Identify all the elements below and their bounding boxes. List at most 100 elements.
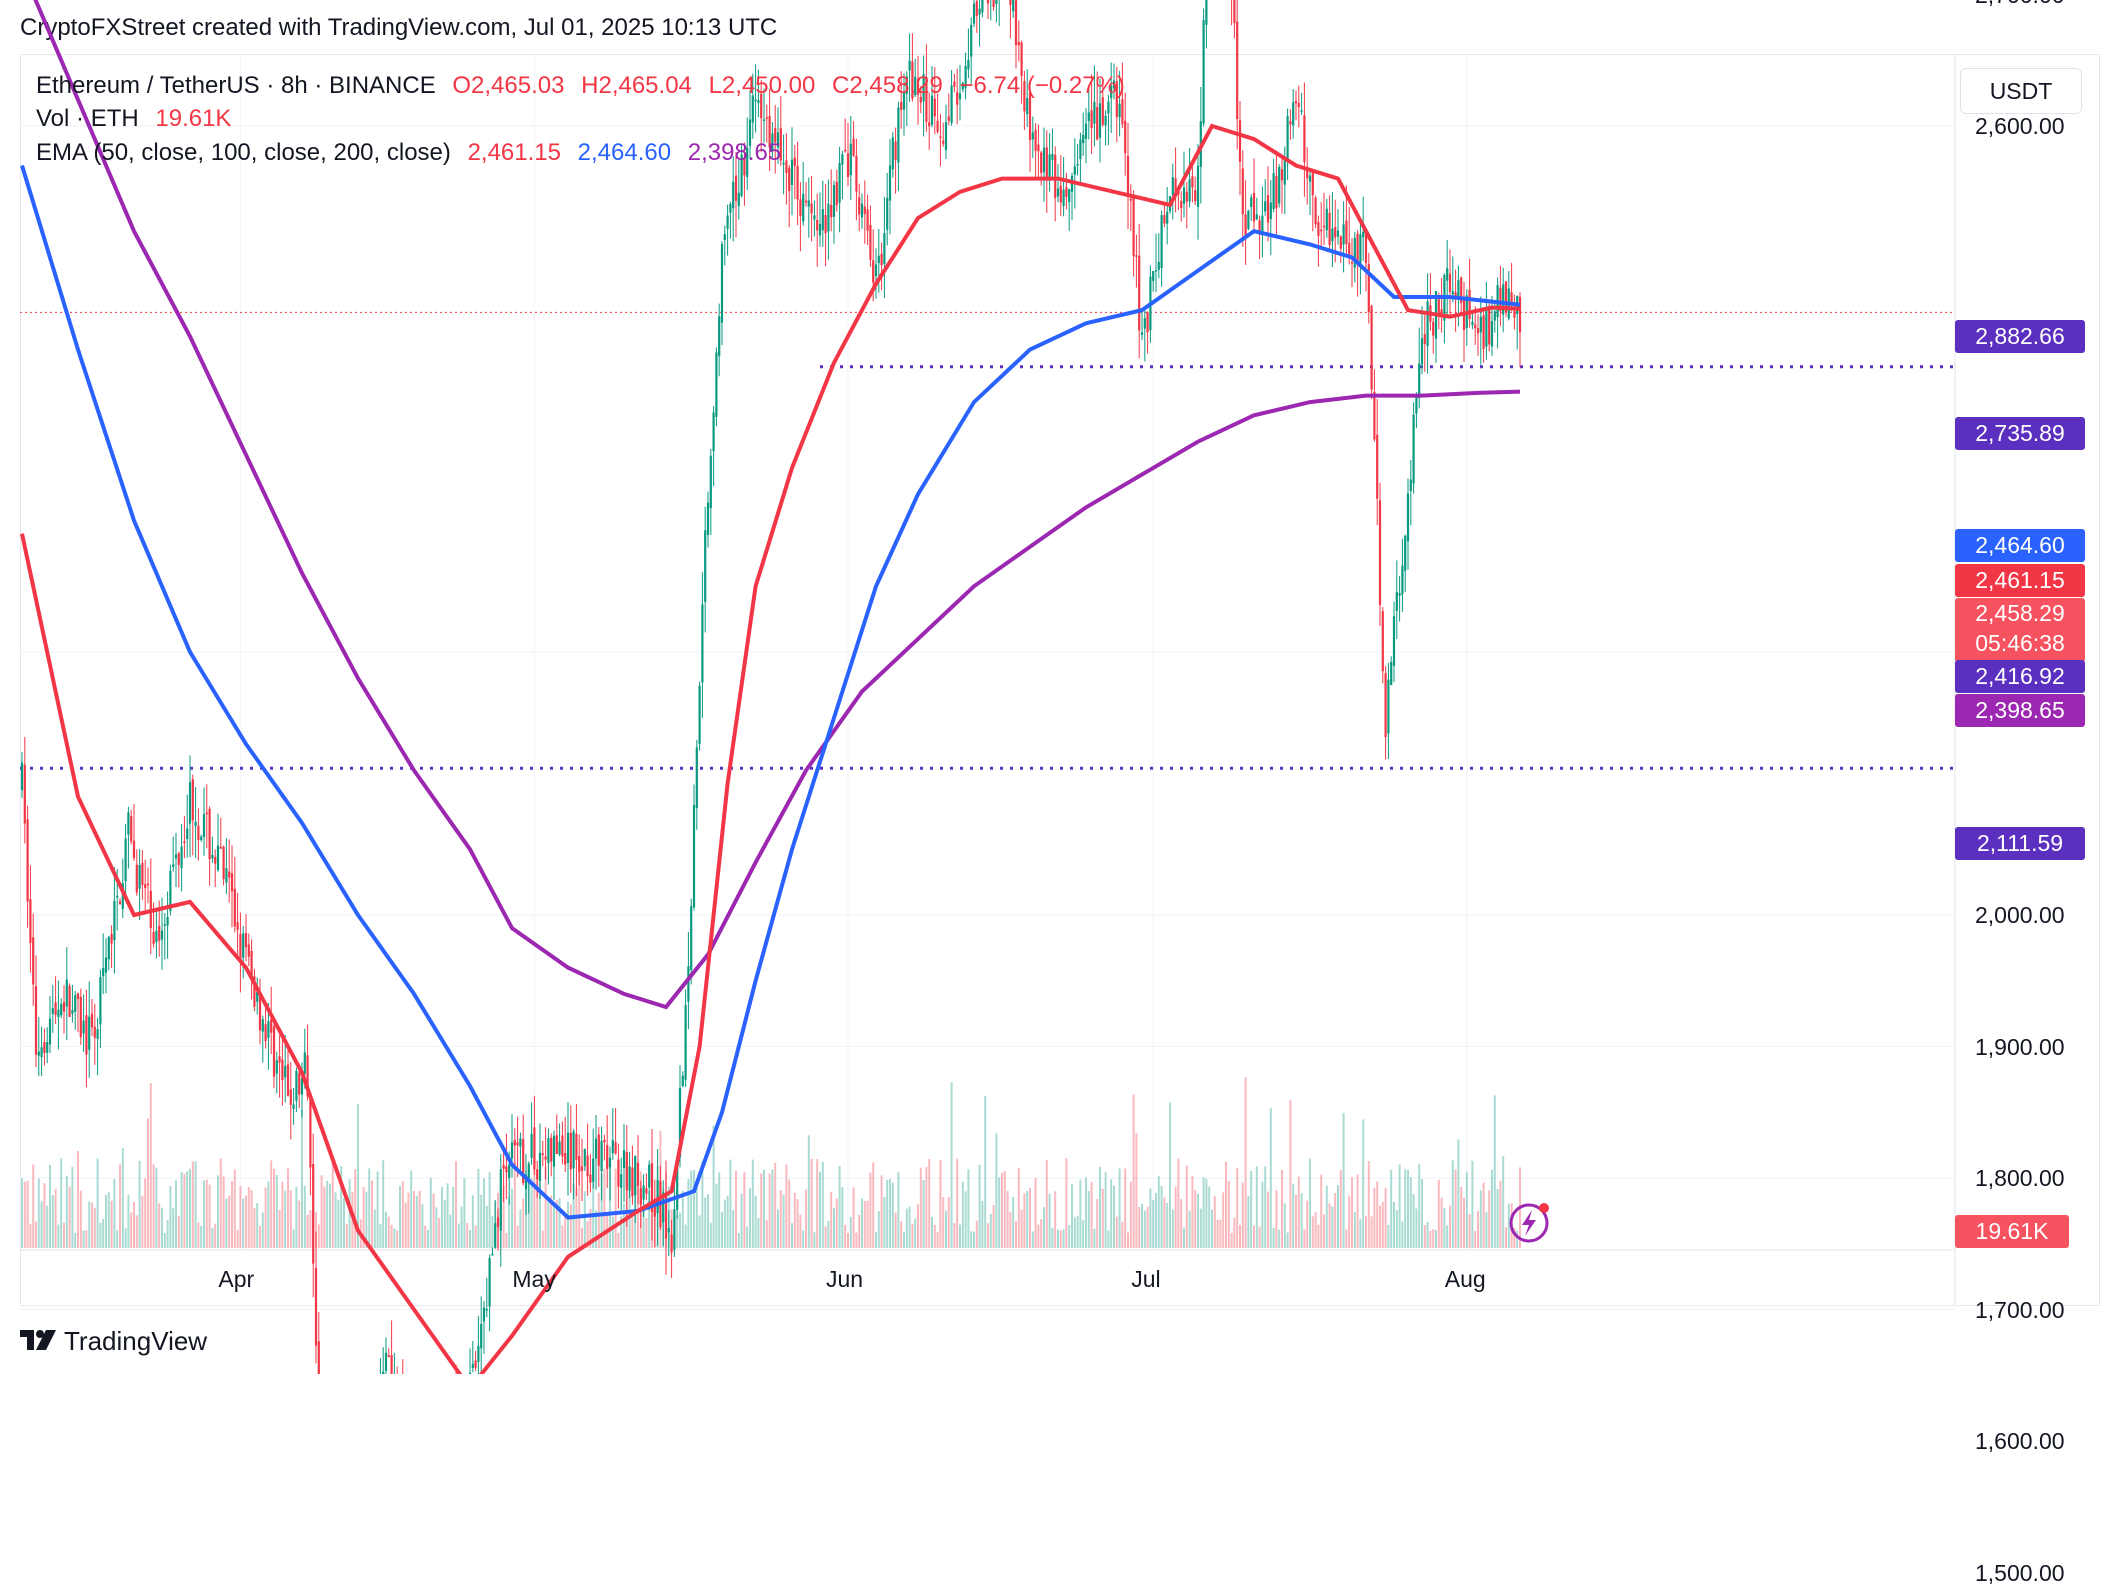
ema-label[interactable]: EMA (50, close, 100, close, 200, close) — [36, 139, 451, 166]
volume-bar — [740, 1193, 743, 1248]
candle-body — [1247, 210, 1250, 229]
candle-body — [183, 841, 186, 844]
candle-body — [1440, 309, 1443, 316]
ema50-tag: 2,461.15 — [1955, 564, 2085, 597]
volume-bar — [1099, 1166, 1101, 1248]
candle-body — [636, 1162, 640, 1186]
volume-bar — [387, 1216, 390, 1248]
volume-bar — [844, 1224, 847, 1248]
volume-bar — [404, 1202, 407, 1248]
attribution-text: CryptoFXStreet created with TradingView.… — [20, 14, 778, 41]
candle-body — [874, 264, 878, 277]
candle-body — [594, 1138, 598, 1159]
candle-body — [572, 1131, 575, 1169]
candle-body — [1412, 414, 1415, 484]
candle-body — [1334, 226, 1337, 238]
candle-body — [37, 1051, 40, 1056]
candle-body — [704, 530, 707, 602]
volume-bar — [1079, 1179, 1082, 1248]
volume-bar — [567, 1201, 569, 1248]
tradingview-brand[interactable]: TradingView — [64, 1326, 208, 1356]
time-tick-label: May — [512, 1266, 556, 1292]
lightning-icon[interactable] — [1508, 1200, 1552, 1244]
candle-body — [858, 197, 861, 215]
candle-body — [1051, 153, 1054, 160]
candle-body — [958, 93, 962, 100]
candle-body — [1107, 101, 1110, 114]
candle-body — [687, 966, 690, 1002]
candle-body — [1062, 189, 1065, 206]
price-chart[interactable] — [0, 0, 2116, 1374]
candle-body — [869, 224, 872, 260]
volume-bar — [782, 1194, 785, 1248]
volume-bar — [858, 1214, 861, 1248]
volume-bar — [877, 1211, 880, 1248]
volume-bar — [1101, 1188, 1104, 1248]
candle-body — [855, 155, 858, 192]
candle-body — [88, 1016, 91, 1050]
volume-bar — [1320, 1174, 1323, 1248]
volume-bar — [491, 1216, 494, 1248]
candle-body — [292, 1104, 295, 1109]
candle-body — [1342, 224, 1345, 245]
volume-bar — [43, 1183, 46, 1248]
candle-body — [1286, 116, 1289, 160]
volume-bar — [869, 1172, 872, 1248]
volume-bar — [712, 1125, 715, 1248]
candle-body — [1110, 85, 1113, 98]
candle-body — [1068, 189, 1071, 203]
candle-body — [1135, 255, 1138, 257]
volume-bar — [1059, 1230, 1062, 1248]
volume-bar — [396, 1230, 399, 1248]
price-tick-label: 2,000.00 — [1975, 902, 2065, 928]
currency-selector-button[interactable]: USDT — [1960, 68, 2082, 114]
candle-body — [894, 141, 897, 161]
volume-bar — [141, 1195, 144, 1248]
volume-bar — [1157, 1176, 1160, 1248]
header-bar: CryptoFXStreet created with TradingView.… — [0, 0, 2116, 54]
volume-bar — [113, 1178, 116, 1248]
candle-body — [796, 165, 799, 200]
volume-bar — [348, 1179, 351, 1248]
volume-bar — [1516, 1230, 1519, 1248]
volume-bar — [110, 1200, 113, 1248]
volume-bar — [1401, 1221, 1404, 1248]
volume-bar — [855, 1232, 858, 1248]
tradingview-logo-icon[interactable] — [20, 1328, 58, 1352]
candle-body — [639, 1188, 642, 1205]
legend-volume: Vol · ETH 19.61K — [36, 105, 241, 133]
volume-bar — [329, 1183, 331, 1248]
candle-body — [782, 162, 785, 165]
volume-bar — [513, 1162, 516, 1248]
candle-body — [776, 132, 780, 148]
volume-bar — [68, 1186, 71, 1248]
candle-body — [928, 122, 931, 127]
candle-body — [897, 107, 900, 163]
candle-body — [849, 143, 852, 176]
volume-bar — [981, 1201, 984, 1248]
volume-bar — [765, 1220, 768, 1248]
volume-bar — [1443, 1207, 1446, 1248]
volume-bar — [46, 1205, 49, 1248]
ema200-line — [33, 0, 1521, 1010]
candle-body — [1493, 311, 1496, 321]
candle-body — [118, 901, 122, 905]
candle-body — [1510, 292, 1513, 305]
price-tick-label: 1,800.00 — [1975, 1165, 2065, 1191]
volume-bar — [1071, 1184, 1073, 1248]
candle-body — [1275, 176, 1278, 209]
volume-bar — [1303, 1229, 1306, 1248]
volume-bar — [519, 1209, 522, 1248]
symbol-label[interactable]: Ethereum / TetherUS · 8h · BINANCE — [36, 72, 436, 99]
volume-bar — [421, 1204, 424, 1248]
volume-label[interactable]: Vol · ETH — [36, 105, 139, 132]
candle-body — [256, 991, 259, 1002]
candle-body — [1098, 103, 1102, 138]
chart-frame[interactable] — [20, 54, 2100, 1306]
candle-body — [270, 1019, 273, 1033]
candle-body — [141, 862, 144, 886]
volume-bar — [897, 1172, 900, 1248]
candle-body — [116, 895, 119, 898]
candle-body — [1264, 201, 1267, 212]
volume-bar — [1381, 1201, 1384, 1248]
